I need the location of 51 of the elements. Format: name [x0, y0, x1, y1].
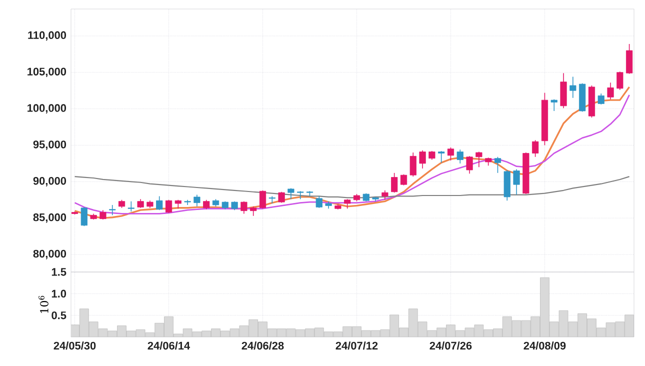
- y-tick-label: 1.5: [52, 268, 66, 276]
- candlestick: [513, 168, 520, 196]
- candlestick: [466, 156, 473, 174]
- y-tick-label: 85,000: [33, 213, 66, 223]
- candlestick: [165, 199, 172, 214]
- candlestick: [410, 152, 416, 177]
- y-tick-label: 105,000: [28, 68, 66, 78]
- candlestick: [288, 188, 294, 200]
- x-tick-label: 24/08/09: [524, 342, 566, 350]
- candlestick: [100, 210, 106, 220]
- candlestick: [419, 150, 426, 169]
- candlestick: [109, 204, 116, 216]
- candlestick: [607, 82, 614, 100]
- candlestick: [194, 194, 200, 207]
- candlestick: [598, 93, 604, 105]
- y-tick-label: 80,000: [33, 250, 66, 260]
- y-tick-label: 0.5: [52, 311, 66, 320]
- y-tick-label: 95,000: [33, 140, 66, 150]
- y-tick-label: 1.0: [52, 290, 66, 298]
- candlestick: [456, 149, 464, 164]
- y-tick-label: 100,000: [28, 104, 66, 114]
- candlestick: [250, 206, 257, 216]
- candlestick: [156, 196, 163, 210]
- y-tick-label: 110,000: [28, 31, 66, 41]
- candlestick: [616, 71, 624, 90]
- y-tick-label: 90,000: [33, 176, 66, 186]
- x-tick-label: 24/06/14: [148, 342, 190, 350]
- candlestick: [532, 140, 539, 158]
- candlestick: [80, 206, 88, 226]
- candlestick: [438, 150, 445, 164]
- candlestick: [344, 198, 351, 210]
- candlestick: [128, 200, 134, 212]
- candlestick: [570, 76, 576, 98]
- candlestick: [391, 172, 398, 193]
- candlestick: [626, 44, 633, 74]
- x-tick-label: 24/05/30: [54, 342, 96, 350]
- candlestick: [447, 147, 454, 161]
- candlestick: [494, 156, 502, 174]
- candlestick: [278, 191, 285, 204]
- candlestick: [382, 190, 388, 200]
- candlestick: [240, 200, 248, 214]
- candlestick: [268, 196, 276, 204]
- x-tick-label: 24/06/28: [242, 342, 284, 350]
- candlestick: [400, 174, 408, 186]
- candlestick: [259, 190, 266, 210]
- x-tick-label: 24/07/26: [430, 342, 472, 350]
- candlestick: [316, 196, 322, 208]
- candlestick: [476, 151, 482, 168]
- candlestick: [203, 199, 210, 210]
- y-axis-title: 10$^{6}$: [38, 296, 48, 313]
- x-tick-label: 24/07/12: [336, 342, 378, 350]
